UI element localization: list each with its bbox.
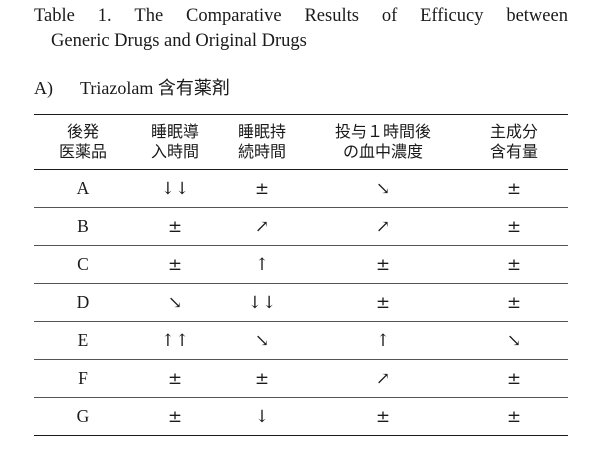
table-cell: ↓ bbox=[218, 397, 306, 436]
row-label: F bbox=[34, 359, 132, 398]
table-row: F ± ± ↗ ± bbox=[34, 359, 568, 398]
header-row: 後発 医薬品 睡眠導 入時間 睡眠持 続時間 投与１時間後 の血中濃度 主成分 bbox=[34, 114, 568, 170]
table-row: B ± ↗ ↗ ± bbox=[34, 207, 568, 246]
header-line: 続時間 bbox=[237, 142, 286, 161]
table-cell: ± bbox=[132, 359, 218, 398]
caption-word: Table bbox=[34, 6, 75, 26]
comparison-table-wrapper: 後発 医薬品 睡眠導 入時間 睡眠持 続時間 投与１時間後 の血中濃度 主成分 bbox=[34, 114, 568, 436]
header-generic-drug: 後発 医薬品 bbox=[34, 114, 132, 170]
table-cell: ↗ bbox=[218, 207, 306, 246]
table-cell: ± bbox=[132, 397, 218, 436]
comparison-table: 後発 医薬品 睡眠導 入時間 睡眠持 続時間 投与１時間後 の血中濃度 主成分 bbox=[34, 114, 568, 436]
header-sleep-duration: 睡眠持 続時間 bbox=[218, 114, 306, 170]
table-row: E ↑↑ ↘ ↑ ↘ bbox=[34, 321, 568, 360]
header-line: 睡眠導 bbox=[150, 122, 199, 141]
table-cell: ↘ bbox=[218, 321, 306, 360]
header-line: の血中濃度 bbox=[342, 142, 423, 161]
header-sleep-onset: 睡眠導 入時間 bbox=[132, 114, 218, 170]
caption-word: of bbox=[381, 6, 398, 26]
table-cell: ↗ bbox=[306, 359, 460, 398]
table-cell: ± bbox=[306, 283, 460, 322]
table-cell: ↑ bbox=[306, 321, 460, 360]
header-line: 入時間 bbox=[150, 142, 199, 161]
table-cell: ↘ bbox=[132, 283, 218, 322]
caption-word: Results bbox=[304, 6, 359, 26]
table-cell: ± bbox=[460, 397, 568, 436]
section-letter: A) bbox=[34, 78, 53, 98]
table-cell: ± bbox=[460, 245, 568, 284]
table-cell: ± bbox=[218, 169, 306, 208]
table-cell: ± bbox=[218, 359, 306, 398]
caption-word: Efficucy bbox=[420, 6, 484, 26]
header-line: 医薬品 bbox=[58, 142, 107, 161]
table-row: C ± ↑ ± ± bbox=[34, 245, 568, 284]
header-blood-concentration: 投与１時間後 の血中濃度 bbox=[306, 114, 460, 170]
caption-word: between bbox=[506, 6, 568, 26]
table-cell: ↑↑ bbox=[132, 321, 218, 360]
table-cell: ± bbox=[460, 207, 568, 246]
table-cell: ↘ bbox=[306, 169, 460, 208]
caption-line-1: Table 1. The Comparative Results of Effi… bbox=[34, 4, 568, 29]
header-line: 主成分 bbox=[489, 122, 538, 141]
table-cell: ± bbox=[460, 169, 568, 208]
caption-word: Comparative bbox=[186, 6, 282, 26]
table-row: G ± ↓ ± ± bbox=[34, 397, 568, 436]
table-cell: ± bbox=[306, 397, 460, 436]
header-line: 投与１時間後 bbox=[334, 122, 431, 141]
table-cell: ↓↓ bbox=[132, 169, 218, 208]
header-ingredient-content: 主成分 含有量 bbox=[460, 114, 568, 170]
table-cell: ↓↓ bbox=[218, 283, 306, 322]
section-title: A) Triazolam 含有薬剤 bbox=[34, 76, 230, 100]
row-label: A bbox=[34, 169, 132, 208]
table-cell: ↘ bbox=[460, 321, 568, 360]
table-cell: ± bbox=[132, 245, 218, 284]
table-cell: ↑ bbox=[218, 245, 306, 284]
table-caption: Table 1. The Comparative Results of Effi… bbox=[34, 4, 568, 54]
row-label: E bbox=[34, 321, 132, 360]
table-cell: ± bbox=[306, 245, 460, 284]
table-cell: ± bbox=[132, 207, 218, 246]
header-line: 後発 bbox=[66, 122, 99, 141]
caption-word: The bbox=[134, 6, 164, 26]
table-cell: ↗ bbox=[306, 207, 460, 246]
table-row: A ↓↓ ± ↘ ± bbox=[34, 169, 568, 208]
header-line: 睡眠持 bbox=[237, 122, 286, 141]
row-label: B bbox=[34, 207, 132, 246]
table-cell: ± bbox=[460, 283, 568, 322]
caption-word: 1. bbox=[97, 6, 112, 26]
header-line: 含有量 bbox=[489, 142, 538, 161]
row-label: D bbox=[34, 283, 132, 322]
table-row: D ↘ ↓↓ ± ± bbox=[34, 283, 568, 322]
section-title-text: Triazolam 含有薬剤 bbox=[80, 78, 230, 98]
table-cell: ± bbox=[460, 359, 568, 398]
row-label: G bbox=[34, 397, 132, 436]
row-label: C bbox=[34, 245, 132, 284]
caption-line-2: Generic Drugs and Original Drugs bbox=[51, 31, 307, 51]
